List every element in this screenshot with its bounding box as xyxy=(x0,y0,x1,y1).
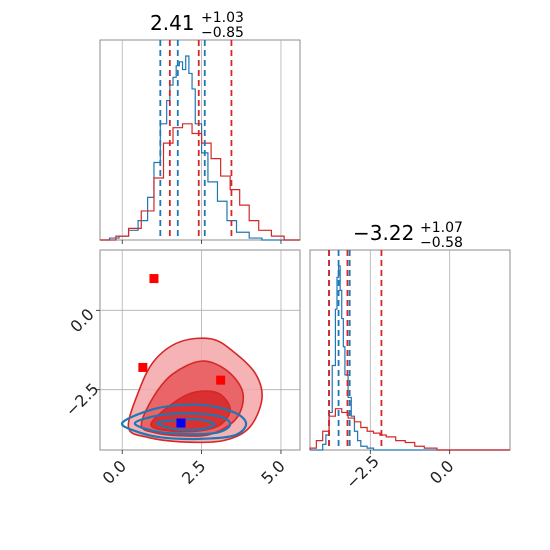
histogram-red xyxy=(100,123,300,241)
marginal-panel-param2 xyxy=(309,249,511,451)
histogram-param1 xyxy=(100,40,300,241)
title-param2-upper: +1.07 xyxy=(420,220,463,236)
x-tick-label: 5.0 xyxy=(257,456,288,487)
title-param2-lower: −0.58 xyxy=(420,235,463,251)
blue-contour-level-2 xyxy=(133,412,232,436)
x-tick-label: 0.0 xyxy=(426,456,457,487)
marker-red-square xyxy=(138,362,148,372)
title-param1-upper: +1.03 xyxy=(201,10,244,26)
title-param2: −3.22 xyxy=(353,221,414,245)
blue-contour-level-1 xyxy=(120,403,248,441)
title-param1: 2.41 xyxy=(150,11,195,35)
marker-blue-square xyxy=(176,418,186,428)
marginal-panel-param1 xyxy=(99,39,301,241)
joint-inner xyxy=(120,274,263,444)
histogram-blue xyxy=(100,55,300,241)
marker-red-square xyxy=(216,375,226,385)
x-tick-label: 0.0 xyxy=(99,456,130,487)
y-tick-label: −2.5 xyxy=(62,379,103,420)
y-tick-label: 0.0 xyxy=(66,305,97,336)
x-tick-label: 2.5 xyxy=(178,456,209,487)
histogram-param2 xyxy=(309,250,510,451)
joint-contours xyxy=(120,274,263,444)
marker-red-square xyxy=(149,274,159,284)
x-tick-label: −2.5 xyxy=(342,452,383,493)
title-param1-lower: −0.85 xyxy=(201,25,244,41)
